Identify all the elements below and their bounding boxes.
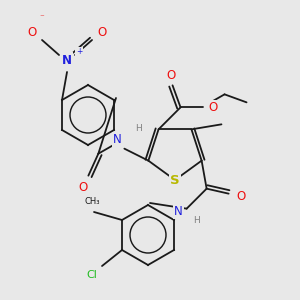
Text: O: O — [236, 190, 245, 203]
Text: S: S — [170, 175, 180, 188]
Text: O: O — [166, 69, 175, 82]
Text: CH₃: CH₃ — [84, 197, 100, 206]
Text: O: O — [208, 101, 217, 114]
Text: N: N — [113, 133, 122, 146]
Text: O: O — [27, 26, 37, 38]
Text: ⁻: ⁻ — [40, 14, 44, 22]
Text: Cl: Cl — [87, 270, 98, 280]
Text: O: O — [79, 181, 88, 194]
Text: H: H — [193, 216, 200, 225]
Text: N: N — [174, 205, 183, 218]
Text: +: + — [76, 47, 82, 56]
Text: O: O — [98, 26, 106, 38]
Text: N: N — [62, 53, 72, 67]
Text: H: H — [135, 124, 142, 133]
